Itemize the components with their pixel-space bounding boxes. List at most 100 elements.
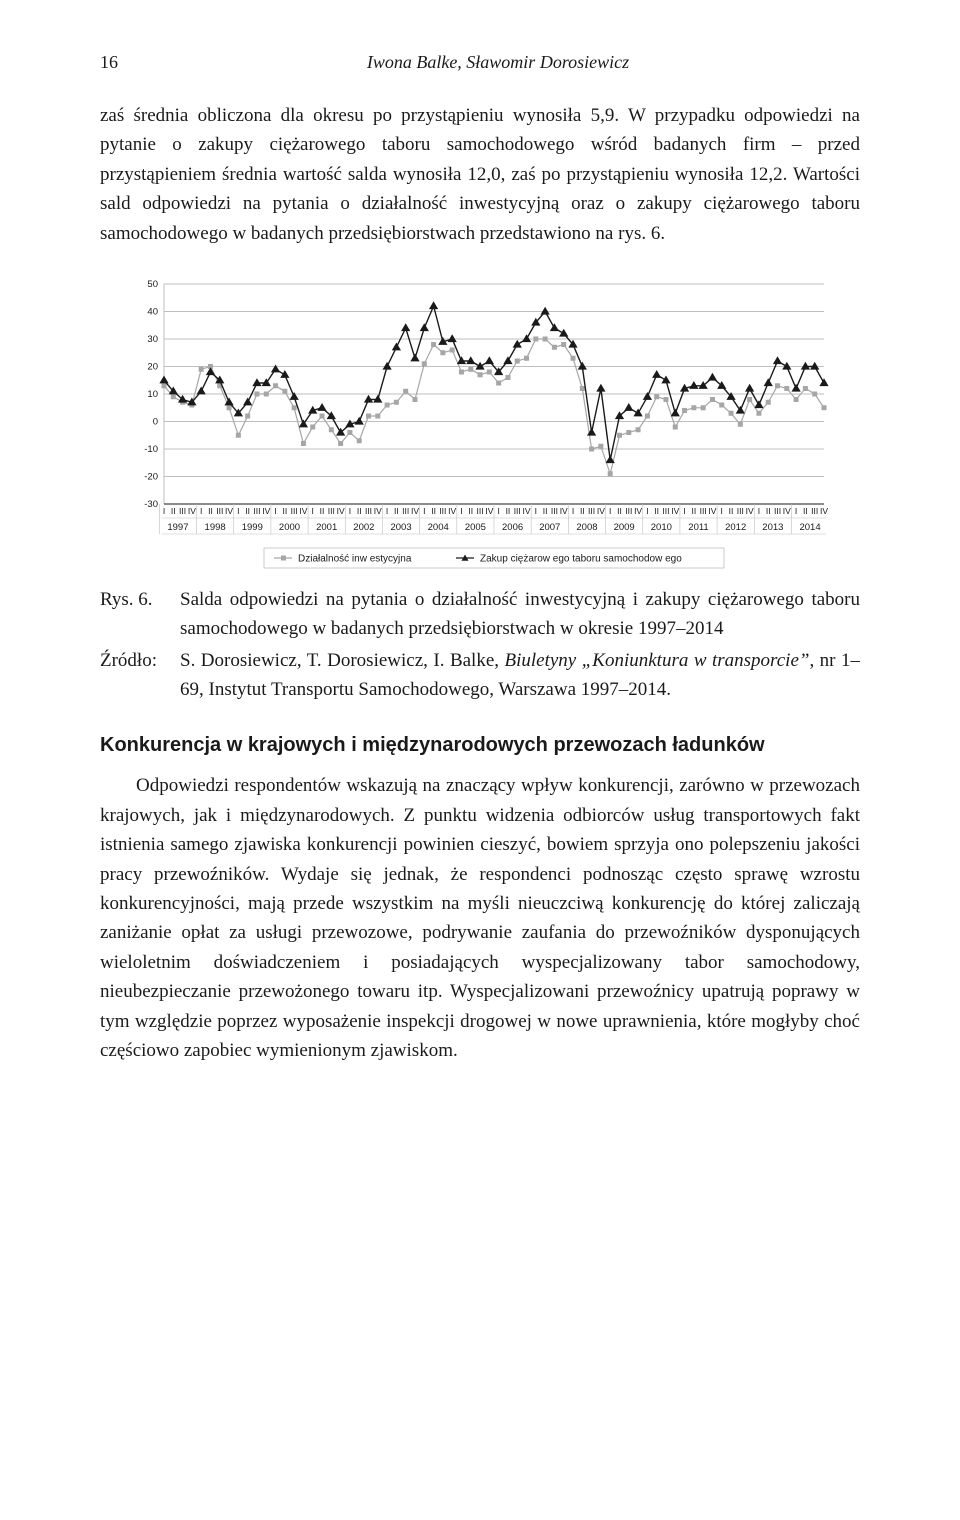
svg-text:III: III [477,506,484,516]
svg-text:IV: IV [523,506,531,516]
svg-text:III: III [328,506,335,516]
svg-text:III: III [291,506,298,516]
caption-text: Salda odpowiedzi na pytania o działalnoś… [180,586,860,643]
svg-text:2007: 2007 [539,522,560,533]
svg-text:I: I [423,506,425,516]
svg-text:I: I [163,506,165,516]
svg-text:IV: IV [225,506,233,516]
svg-text:I: I [497,506,499,516]
svg-text:10: 10 [147,389,158,400]
svg-text:IV: IV [708,506,716,516]
source-prefix: S. Dorosiewicz, T. Dorosiewicz, I. Balke… [180,650,505,671]
svg-text:I: I [758,506,760,516]
svg-text:III: III [253,506,260,516]
svg-text:IV: IV [188,506,196,516]
svg-text:IV: IV [820,506,828,516]
svg-text:III: III [551,506,558,516]
svg-text:IV: IV [671,506,679,516]
svg-text:40: 40 [147,307,158,318]
svg-text:IV: IV [560,506,568,516]
svg-text:2010: 2010 [651,522,672,533]
paragraph-1: zaś średnia obliczona dla okresu po przy… [100,101,860,248]
svg-text:IV: IV [411,506,419,516]
svg-text:2008: 2008 [576,522,597,533]
svg-text:-10: -10 [144,444,158,455]
svg-text:II: II [171,506,176,516]
running-header: 16 Iwona Balke, Sławomir Dorosiewicz [100,52,860,73]
svg-text:II: II [691,506,696,516]
svg-text:2006: 2006 [502,522,523,533]
source-italic: Biuletyny „Koniunktura w transporcie” [505,650,810,671]
svg-text:I: I [795,506,797,516]
svg-text:II: II [357,506,362,516]
svg-text:2011: 2011 [688,522,708,533]
running-head-text: Iwona Balke, Sławomir Dorosiewicz [136,52,860,73]
svg-text:IV: IV [634,506,642,516]
svg-text:2012: 2012 [725,522,746,533]
svg-text:I: I [721,506,723,516]
source-text: S. Dorosiewicz, T. Dorosiewicz, I. Balke… [180,647,860,704]
caption-label: Rys. 6. [100,586,180,643]
svg-text:III: III [662,506,669,516]
svg-text:III: III [216,506,223,516]
svg-text:30: 30 [147,334,158,345]
svg-text:II: II [245,506,250,516]
svg-text:2014: 2014 [799,522,820,533]
svg-text:II: II [617,506,622,516]
svg-text:-20: -20 [144,472,158,483]
svg-text:I: I [386,506,388,516]
svg-text:I: I [349,506,351,516]
source-label: Źródło: [100,647,180,704]
paragraph-2: Odpowiedzi respondentów wskazują na znac… [100,771,860,1065]
svg-text:III: III [774,506,781,516]
svg-text:2005: 2005 [465,522,486,533]
svg-text:2013: 2013 [762,522,783,533]
svg-text:II: II [394,506,399,516]
svg-text:-30: -30 [144,499,158,510]
svg-text:II: II [729,506,734,516]
svg-text:Zakup ciężarow ego taboru samo: Zakup ciężarow ego taboru samochodow ego [480,554,682,565]
svg-text:50: 50 [147,279,158,290]
figure-6-source: Źródło: S. Dorosiewicz, T. Dorosiewicz, … [100,647,860,704]
svg-text:II: II [208,506,213,516]
svg-text:II: II [654,506,659,516]
svg-text:I: I [646,506,648,516]
svg-text:III: III [179,506,186,516]
svg-text:20: 20 [147,362,158,373]
section-heading: Konkurencja w krajowych i międzynarodowy… [100,734,860,757]
svg-text:1997: 1997 [167,522,188,533]
svg-text:2009: 2009 [614,522,635,533]
svg-text:II: II [580,506,585,516]
svg-text:2003: 2003 [390,522,411,533]
svg-text:IV: IV [337,506,345,516]
svg-text:II: II [320,506,325,516]
svg-text:III: III [700,506,707,516]
svg-text:1999: 1999 [242,522,263,533]
svg-text:I: I [200,506,202,516]
svg-text:II: II [468,506,473,516]
svg-text:I: I [683,506,685,516]
svg-text:Działalność inw estycyjna: Działalność inw estycyjna [298,554,412,565]
svg-text:III: III [737,506,744,516]
svg-text:I: I [572,506,574,516]
svg-text:IV: IV [597,506,605,516]
svg-text:III: III [402,506,409,516]
svg-text:IV: IV [783,506,791,516]
svg-text:III: III [365,506,372,516]
figure-6-caption: Rys. 6. Salda odpowiedzi na pytania o dz… [100,586,860,643]
svg-text:1998: 1998 [205,522,226,533]
svg-text:2000: 2000 [279,522,300,533]
svg-text:I: I [274,506,276,516]
svg-text:I: I [460,506,462,516]
svg-text:2004: 2004 [428,522,449,533]
svg-text:II: II [282,506,287,516]
svg-text:II: II [803,506,808,516]
svg-text:IV: IV [299,506,307,516]
svg-text:I: I [609,506,611,516]
svg-text:II: II [766,506,771,516]
page: 16 Iwona Balke, Sławomir Dorosiewicz zaś… [0,0,960,1140]
figure-6: -30-20-1001020304050IIIIIIIVIIIIIIIVIIII… [100,274,860,574]
svg-text:2002: 2002 [353,522,374,533]
svg-text:II: II [543,506,548,516]
svg-text:III: III [588,506,595,516]
